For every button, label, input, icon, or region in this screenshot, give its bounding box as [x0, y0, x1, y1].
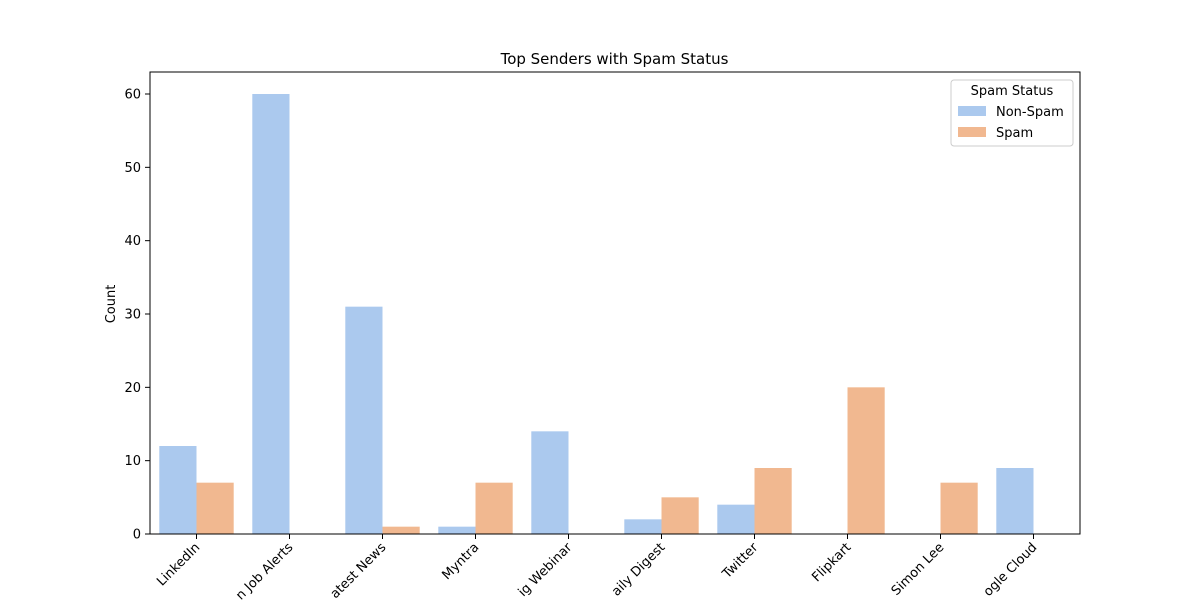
bar-spam-5: [661, 497, 699, 534]
bar-non-spam-6: [717, 504, 755, 534]
bar-spam-8: [940, 482, 978, 534]
legend-swatch-spam: [958, 127, 986, 137]
y-axis-label: Count: [104, 285, 119, 324]
bar-non-spam-1: [252, 94, 290, 534]
y-tick-label: 30: [124, 308, 141, 323]
y-tick-label: 60: [124, 88, 141, 103]
x-tick-label: ogle Cloud: [981, 540, 1040, 599]
y-tick-label: 40: [124, 234, 141, 249]
y-tick-label: 50: [124, 161, 141, 176]
bar-spam-6: [754, 468, 792, 534]
y-tick-label: 0: [133, 528, 141, 543]
legend-label-spam: Spam: [996, 126, 1033, 141]
x-tick-label: ig Webinar: [516, 540, 576, 600]
y-tick-label: 20: [124, 381, 141, 396]
bar-non-spam-5: [624, 519, 662, 534]
bar-non-spam-4: [531, 431, 569, 534]
x-tick-label: n Job Alerts: [233, 540, 296, 600]
y-ticks-group: 0 10 20 30 40 50 60: [124, 88, 150, 543]
x-tick-label: aily Digest: [609, 540, 668, 599]
legend-swatch-non-spam: [958, 106, 986, 116]
bar-spam-7: [847, 387, 885, 534]
bar-spam-2: [382, 526, 420, 534]
x-tick-label: Myntra: [440, 540, 483, 583]
bar-spam-3: [475, 482, 513, 534]
x-tick-label: Flipkart: [809, 540, 854, 585]
bar-non-spam-3: [438, 526, 476, 534]
chart-title: Top Senders with Spam Status: [500, 50, 729, 68]
x-tick-label: atest News: [328, 540, 390, 600]
bar-spam-0: [196, 482, 234, 534]
legend: Spam Status Non-Spam Spam: [950, 79, 1074, 147]
x-tick-label: LinkedIn: [154, 540, 203, 589]
legend-title: Spam Status: [971, 84, 1054, 99]
bar-non-spam-0: [159, 446, 197, 534]
y-tick-label: 10: [124, 454, 141, 469]
x-ticks-group: LinkedIn n Job Alerts atest News Myntra ig W…: [154, 534, 1040, 603]
x-tick-label: Twitter: [719, 540, 762, 583]
plot-frame: [149, 71, 1081, 535]
x-tick-label: Simon Lee: [889, 540, 948, 599]
legend-label-non-spam: Non-Spam: [996, 105, 1064, 120]
bar-non-spam-2: [345, 306, 383, 534]
bar-non-spam-9: [996, 468, 1034, 534]
bars-group: [159, 94, 1034, 534]
